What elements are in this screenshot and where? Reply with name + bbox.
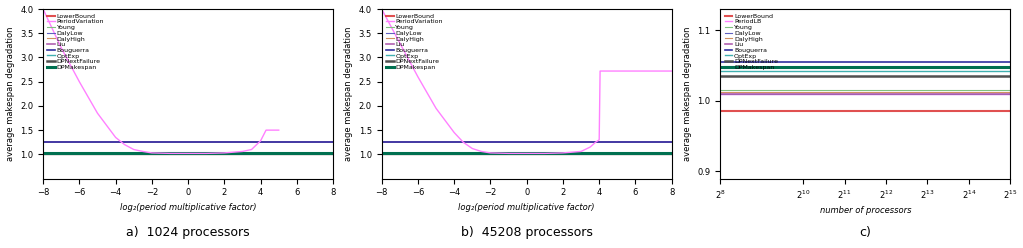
Legend: LowerBound, PeriodLB, Young, DalyLow, DalyHigh, Liu, Bouguerra, OptExp, DPNextFa: LowerBound, PeriodLB, Young, DalyLow, Da…	[723, 12, 780, 71]
Y-axis label: average makespan degradation: average makespan degradation	[344, 27, 353, 161]
Legend: LowerBound, PeriodVariation, Young, DalyLow, DalyHigh, Liu, Bouguerra, OptExp, D: LowerBound, PeriodVariation, Young, Daly…	[385, 12, 444, 71]
Y-axis label: average makespan degradation: average makespan degradation	[5, 27, 14, 161]
Text: a)  1024 processors: a) 1024 processors	[126, 226, 250, 239]
Y-axis label: average makespan degradation: average makespan degradation	[682, 27, 692, 161]
Text: b)  45208 processors: b) 45208 processors	[460, 226, 592, 239]
X-axis label: log₂(period multiplicative factor): log₂(period multiplicative factor)	[458, 203, 595, 212]
Legend: LowerBound, PeriodVariation, Young, DalyLow, DalyHigh, Liu, Bouguerra, OptExp, D: LowerBound, PeriodVariation, Young, Daly…	[46, 12, 105, 71]
Text: c): c)	[859, 226, 872, 239]
X-axis label: log₂(period multiplicative factor): log₂(period multiplicative factor)	[120, 203, 257, 212]
X-axis label: number of processors: number of processors	[819, 206, 911, 215]
